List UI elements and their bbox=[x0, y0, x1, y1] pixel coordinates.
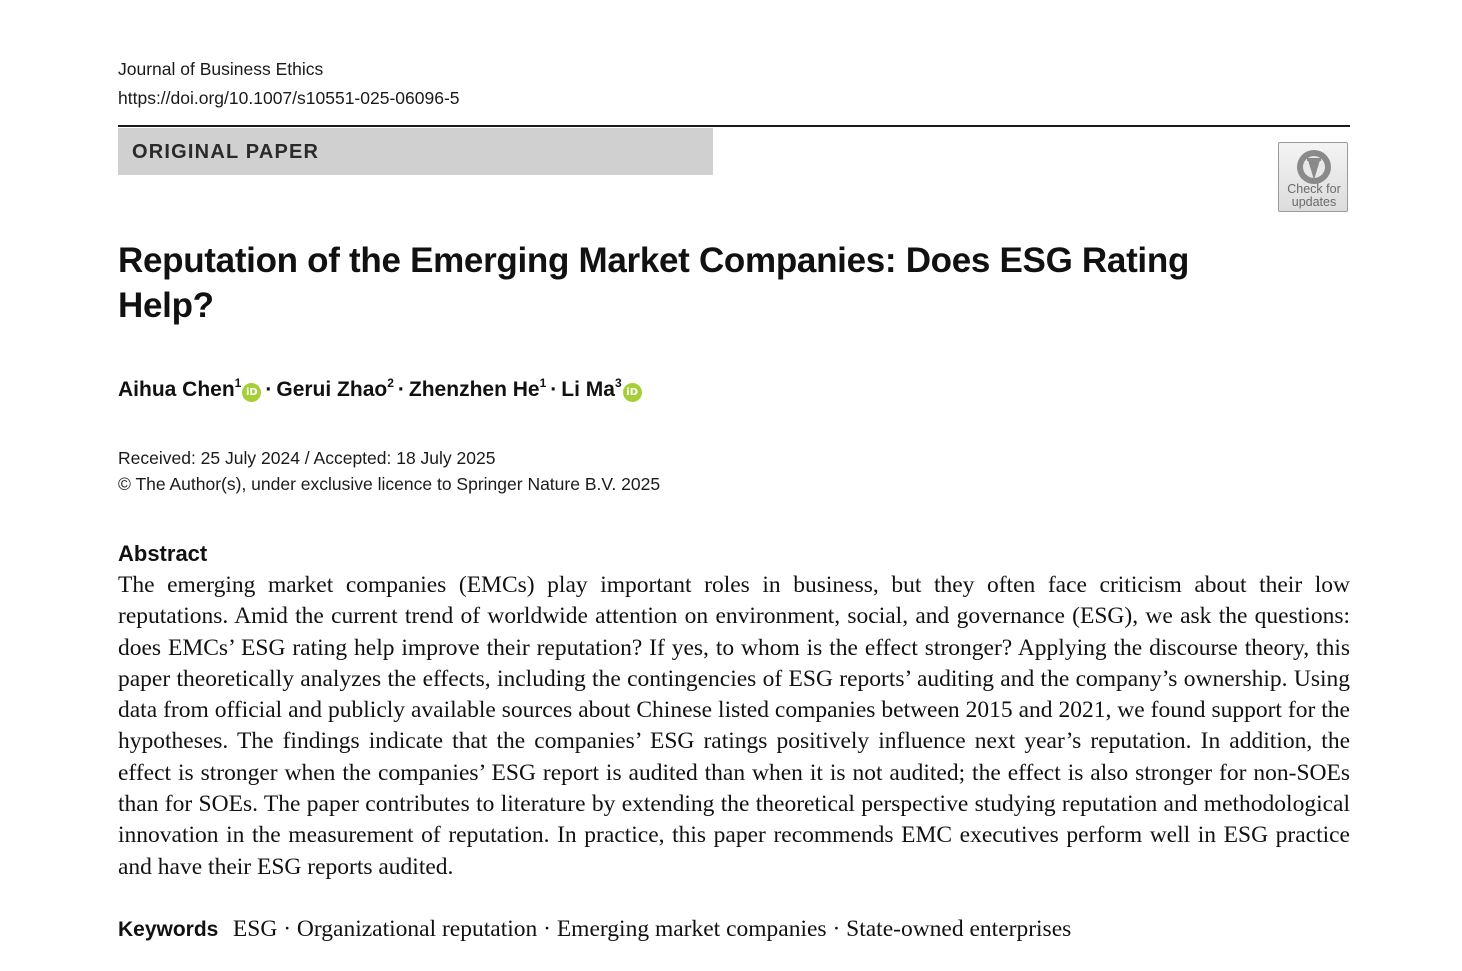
header-rule bbox=[118, 125, 1350, 127]
author-separator: · bbox=[265, 378, 273, 401]
keyword-separator: · bbox=[537, 916, 557, 942]
author-name[interactable]: Li Ma bbox=[561, 378, 615, 401]
publication-dates: Received: 25 July 2024 / Accepted: 18 Ju… bbox=[118, 445, 660, 497]
author-separator: · bbox=[397, 378, 405, 401]
author-affiliation: 3 bbox=[614, 376, 622, 390]
author-affiliation: 2 bbox=[387, 376, 394, 390]
paper-type-banner: ORIGINAL PAPER bbox=[118, 128, 713, 175]
author-affiliation: 1 bbox=[539, 376, 547, 390]
check-for-updates-line2: updates bbox=[1291, 195, 1337, 209]
keyword-separator: · bbox=[826, 916, 847, 942]
keyword-separator: · bbox=[277, 916, 297, 942]
abstract-heading: Abstract bbox=[118, 541, 208, 566]
keyword-item: State-owned enterprises bbox=[846, 916, 1072, 942]
keywords-label: Keywords bbox=[118, 918, 219, 941]
keyword-item: ESG bbox=[232, 916, 278, 942]
orcid-icon[interactable]: iD bbox=[622, 383, 642, 402]
copyright-notice: © The Author(s), under exclusive licence… bbox=[118, 474, 661, 494]
abstract-text: The emerging market companies (EMCs) pla… bbox=[118, 572, 1350, 880]
author-name[interactable]: Zhenzhen He bbox=[408, 378, 540, 401]
check-for-updates-label: Check for updates bbox=[1279, 183, 1349, 209]
check-for-updates-button[interactable]: Check for updates bbox=[1278, 142, 1348, 212]
paper-type-label: ORIGINAL PAPER bbox=[132, 141, 320, 163]
author-separator: · bbox=[550, 378, 558, 401]
keyword-item: Organizational reputation bbox=[296, 916, 538, 942]
author-name[interactable]: Gerui Zhao bbox=[276, 378, 388, 401]
doi-link[interactable]: https://doi.org/10.1007/s10551-025-06096… bbox=[118, 88, 460, 108]
orcid-icon[interactable]: iD bbox=[242, 383, 262, 402]
keyword-item: Emerging market companies bbox=[556, 916, 827, 942]
author-name[interactable]: Aihua Chen bbox=[118, 378, 235, 401]
received-accepted-dates: Received: 25 July 2024 / Accepted: 18 Ju… bbox=[118, 448, 496, 468]
journal-name: Journal of Business Ethics bbox=[118, 59, 324, 79]
keywords-list: ESG · Organizational reputation · Emergi… bbox=[233, 916, 1071, 942]
paper-title: Reputation of the Emerging Market Compan… bbox=[118, 241, 1190, 325]
check-for-updates-line1: Check for bbox=[1287, 182, 1341, 196]
check-for-updates-icon bbox=[1297, 150, 1331, 184]
paper-first-page: Journal of Business Ethics https://doi.o… bbox=[118, 0, 1350, 971]
author-list: Aihua Chen1iD · Gerui Zhao2 · Zhenzhen He1 · L… bbox=[118, 369, 642, 405]
keywords-section: Keywords ESG · Organizational reputation… bbox=[118, 913, 1071, 945]
author-affiliation: 1 bbox=[234, 376, 242, 390]
